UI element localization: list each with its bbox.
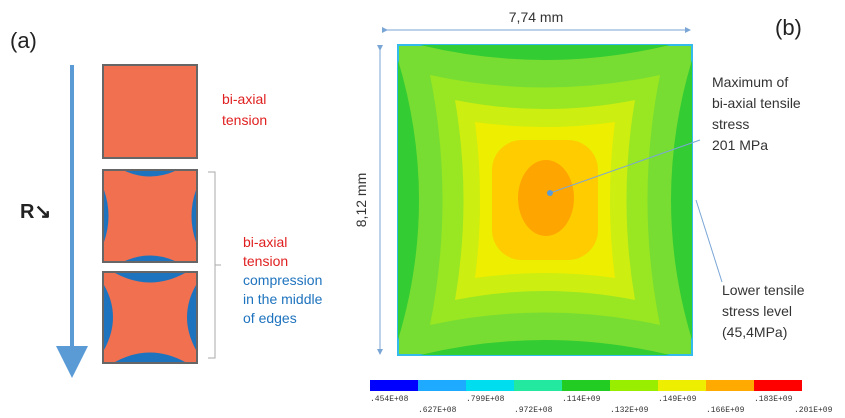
- colorbar-label: .132E+09: [610, 406, 649, 415]
- colorbar-label: .149E+09: [658, 395, 697, 404]
- axis-label: R↘: [20, 201, 51, 223]
- colorbar-label: .627E+08: [418, 406, 457, 415]
- contour-plot: [398, 45, 692, 355]
- colorbar-label: .183E+09: [754, 395, 793, 404]
- colorbar: [370, 380, 802, 391]
- panel-label: (b): [775, 15, 802, 40]
- colorbar-label: .972E+08: [514, 406, 553, 415]
- bracket: [208, 172, 221, 358]
- leader: [696, 200, 722, 282]
- leader-dot: [547, 190, 553, 196]
- square: [103, 65, 197, 158]
- colorbar-label: .114E+09: [562, 395, 601, 404]
- figure: (a) R↘ bi-axialtension bi-axialtension c…: [0, 0, 845, 418]
- width-label: 7,74 mm: [509, 9, 563, 25]
- colorbar-label: .166E+09: [706, 406, 745, 415]
- page: {"panel_a": {"label": "(a)", "axis_label…: [0, 0, 845, 418]
- colorbar-label: .454E+08: [370, 395, 409, 404]
- colorbar-label: .799E+08: [466, 395, 505, 404]
- panel-label: (a): [10, 28, 37, 53]
- square-compressed: [103, 272, 197, 363]
- colorbar-label: .201E+09: [794, 406, 833, 415]
- square-compressed: [103, 170, 197, 262]
- height-label: 8,12 mm: [353, 173, 369, 227]
